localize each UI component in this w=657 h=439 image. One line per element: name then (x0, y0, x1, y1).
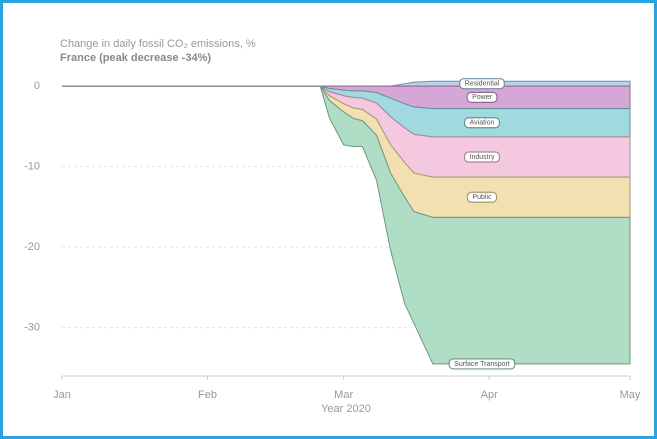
area-label: Industry (470, 154, 495, 161)
y-tick-label: 0 (34, 80, 40, 92)
x-tick-label: May (620, 389, 641, 401)
chart-subtitle: France (peak decrease -34%) (60, 52, 211, 64)
x-axis-label: Year 2020 (321, 403, 371, 415)
area-label: Power (472, 94, 493, 101)
y-tick-label: -20 (24, 241, 40, 253)
x-tick-label: Mar (334, 389, 353, 401)
chart-title: Change in daily fossil CO₂ emissions, % (60, 38, 256, 50)
y-tick-label: -30 (24, 322, 40, 334)
x-tick-label: Jan (53, 389, 71, 401)
area-label-box (459, 78, 505, 90)
area-label-box (448, 358, 516, 370)
area-label: Surface Transport (454, 361, 510, 368)
area-label: Residential (465, 81, 500, 88)
x-tick-label: Apr (481, 389, 498, 401)
y-tick-label: -10 (24, 161, 40, 173)
area-label-box (464, 117, 500, 129)
area (62, 85, 631, 365)
area-label: Public (472, 194, 492, 201)
area (62, 80, 631, 87)
x-tick-label: Feb (198, 389, 217, 401)
area-label-box (463, 151, 501, 163)
area-label-box (466, 91, 498, 103)
area-label-box (466, 191, 498, 203)
area-label: Aviation (470, 120, 495, 127)
